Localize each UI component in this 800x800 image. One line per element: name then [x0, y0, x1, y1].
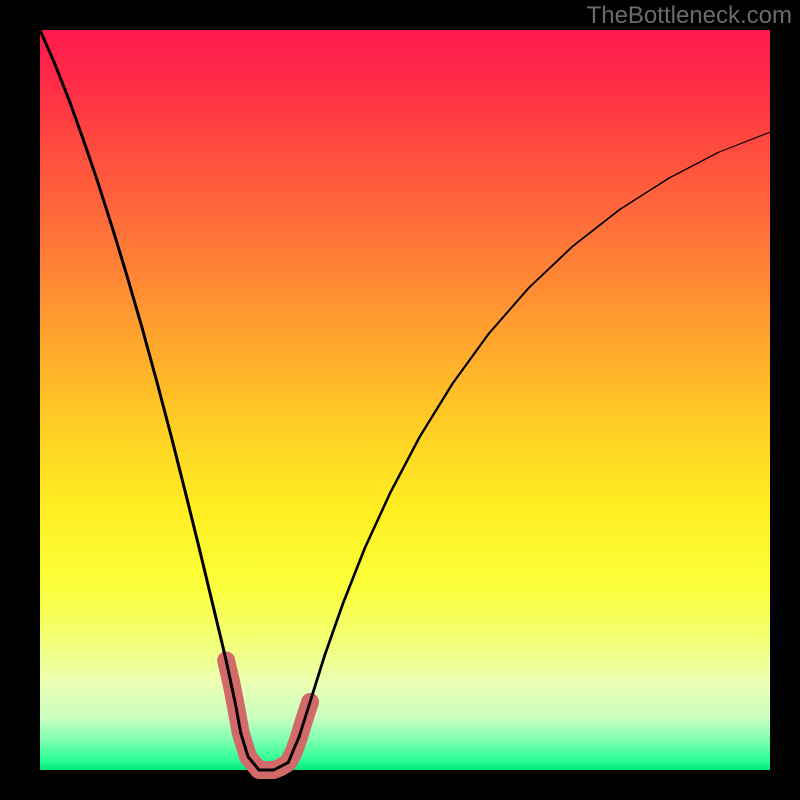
plot-background [40, 30, 770, 770]
watermark-text: TheBottleneck.com [587, 2, 792, 30]
bottleneck-chart [0, 0, 800, 800]
